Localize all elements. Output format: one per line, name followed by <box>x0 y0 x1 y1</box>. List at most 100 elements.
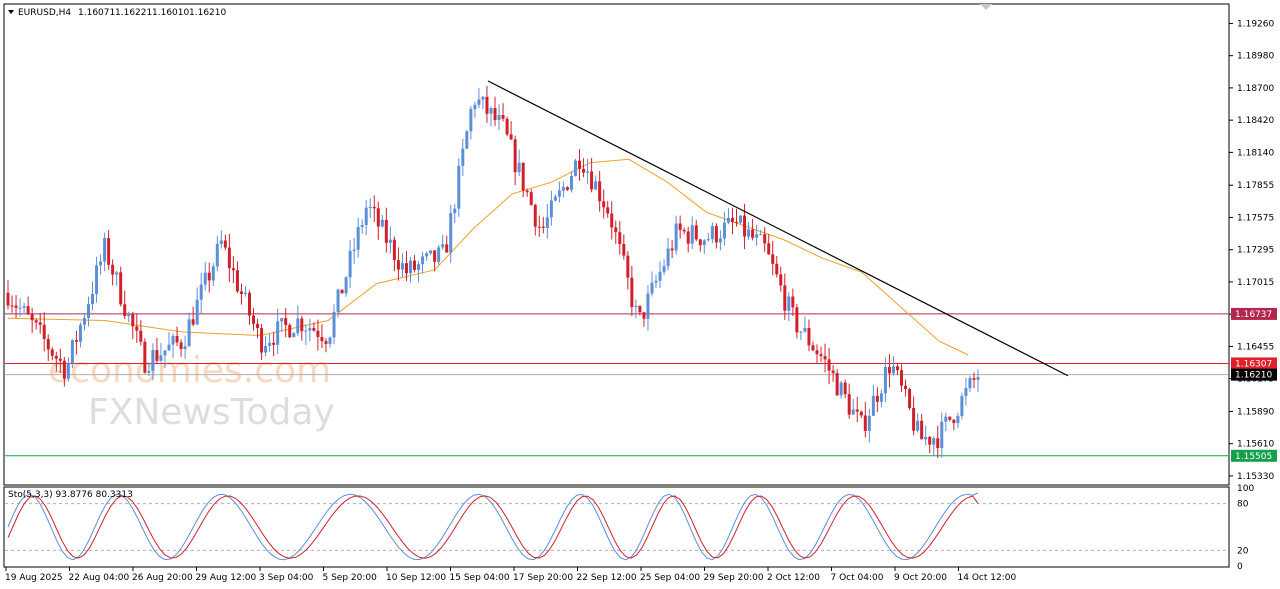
candle-body <box>300 318 304 332</box>
candle-body <box>396 260 400 270</box>
candle-body <box>819 354 823 357</box>
candle-body <box>658 271 662 281</box>
candle-body <box>924 436 928 440</box>
candle-body <box>14 305 18 308</box>
candle-body <box>646 293 650 319</box>
candle-body <box>187 319 191 347</box>
price-tick-label: 1.15330 <box>1237 472 1274 482</box>
time-tick-label: 14 Oct 12:00 <box>958 573 1017 583</box>
candle-body <box>565 187 569 190</box>
candle-body <box>445 244 449 253</box>
candle-body <box>690 225 694 244</box>
stochastic-main-line <box>7 492 979 561</box>
candle-body <box>191 319 195 325</box>
candle-body <box>473 104 477 110</box>
candle-body <box>578 160 582 169</box>
candle-body <box>678 223 682 230</box>
candle-body <box>650 282 654 294</box>
candle-body <box>582 168 586 173</box>
candle-body <box>702 240 706 246</box>
candle-body <box>107 238 111 265</box>
candle-body <box>95 265 99 294</box>
candle-body <box>493 107 497 120</box>
time-tick-label: 22 Sep 12:00 <box>577 573 637 583</box>
candle-body <box>630 277 634 307</box>
trendline-layer[interactable] <box>487 80 1069 377</box>
candle-body <box>726 217 730 223</box>
candle-body <box>960 396 964 416</box>
header-open: 1.16071 <box>78 8 115 18</box>
candle-body <box>227 247 231 269</box>
candle-body <box>453 208 457 214</box>
watermark: economies.com FXNewsToday <box>48 350 335 433</box>
candle-body <box>912 407 916 431</box>
candle-body <box>783 285 787 311</box>
candle-body <box>529 192 533 205</box>
candle-body <box>332 311 336 338</box>
candle-body <box>465 131 469 149</box>
candle-body <box>99 261 103 266</box>
level-tag-label: 1.15505 <box>1235 452 1272 462</box>
candle-body <box>932 438 936 445</box>
candle-body <box>843 382 847 395</box>
candle-body <box>10 305 14 307</box>
candle-body <box>714 226 718 243</box>
candle-body <box>694 225 698 240</box>
candle-body <box>127 313 131 317</box>
candle-body <box>497 115 501 120</box>
candle-body <box>722 222 726 239</box>
time-tick-label: 7 Oct 04:00 <box>831 573 884 583</box>
candle-body <box>70 340 74 363</box>
candle-body <box>614 227 618 233</box>
candle-body <box>123 304 127 317</box>
price-tick-label: 1.17295 <box>1237 246 1274 256</box>
candle-body <box>586 171 590 173</box>
time-tick-label: 10 Sep 12:00 <box>386 573 446 583</box>
candle-body <box>706 239 710 241</box>
candle-body <box>131 313 135 327</box>
trendline[interactable] <box>487 80 1069 377</box>
stochastic-signal-line <box>7 495 979 559</box>
candle-body <box>429 250 433 254</box>
candle-body <box>392 239 396 261</box>
time-tick-label: 2 Oct 12:00 <box>767 573 820 583</box>
price-tick-label: 1.18420 <box>1237 116 1274 126</box>
candle-body <box>557 190 561 197</box>
candle-body <box>622 244 626 256</box>
candle-body <box>243 292 247 294</box>
candle-body <box>223 240 227 248</box>
candle-body <box>247 292 251 316</box>
price-tick-label: 1.18980 <box>1237 52 1274 62</box>
chart-header: EURUSD,H4 1.16071 1.16221 1.16010 1.1621… <box>8 8 226 18</box>
candle-body <box>50 349 54 356</box>
candle-body <box>91 293 95 305</box>
candle-body <box>775 263 779 275</box>
candle-body <box>252 315 256 324</box>
time-tick-label: 3 Sep 04:00 <box>259 573 314 583</box>
candle-body <box>22 306 26 308</box>
candle-body <box>368 206 372 208</box>
candle-body <box>175 335 179 343</box>
header-low: 1.16010 <box>152 8 189 18</box>
candle-body <box>78 324 82 342</box>
candle-body <box>54 355 58 359</box>
candle-body <box>417 264 421 270</box>
level-tag-label: 1.16307 <box>1235 359 1272 369</box>
candle-body <box>66 362 70 379</box>
candle-body <box>682 229 686 232</box>
candle-body <box>74 340 78 342</box>
candle-body <box>308 328 312 331</box>
time-tick-label: 9 Oct 20:00 <box>894 573 947 583</box>
dropdown-triangle-icon[interactable] <box>8 10 14 14</box>
scroll-marker-icon[interactable] <box>980 4 992 10</box>
candle-body <box>686 231 690 244</box>
moving-average <box>7 158 969 356</box>
candle-body <box>288 325 292 338</box>
candle-body <box>545 217 549 228</box>
candle-body <box>328 337 332 344</box>
candle-body <box>135 326 139 331</box>
candle-body <box>606 207 610 214</box>
candle-body <box>376 208 380 227</box>
candle-body <box>179 342 183 350</box>
